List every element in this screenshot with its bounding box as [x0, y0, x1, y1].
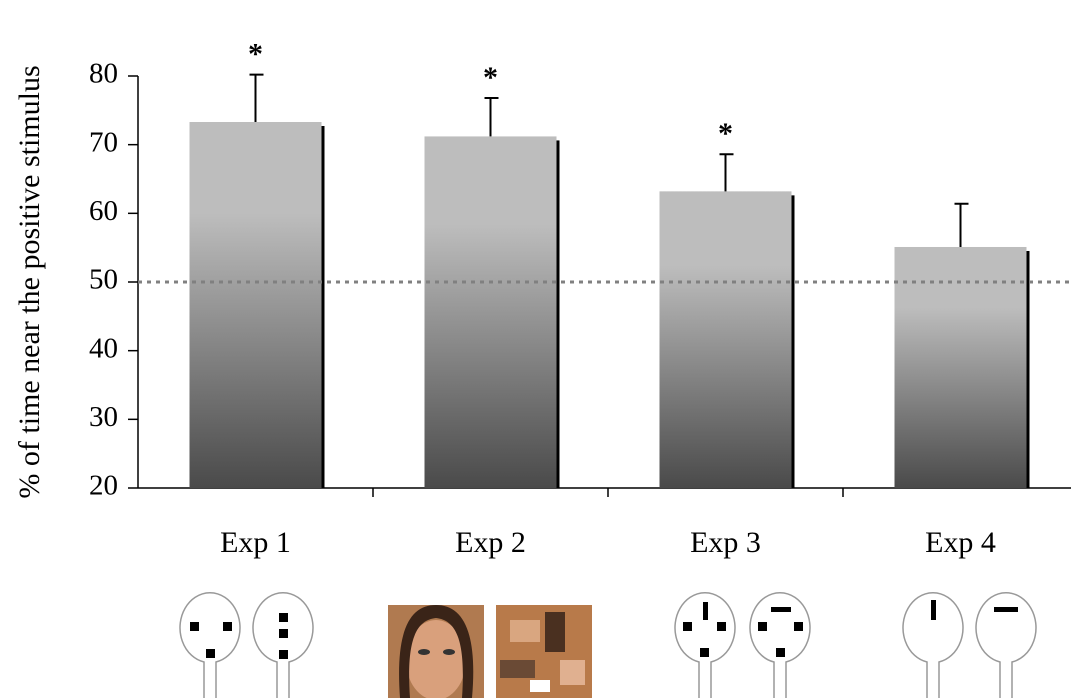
y-tick-label: 80	[89, 58, 118, 90]
scrambled-photo	[496, 605, 592, 698]
y-tick-label: 50	[89, 264, 118, 296]
y-tick-label: 20	[89, 470, 118, 502]
error-bar	[250, 75, 264, 122]
significance-marker: *	[483, 61, 498, 94]
bar	[190, 122, 322, 488]
y-tick-label: 40	[89, 332, 118, 364]
significance-marker: *	[718, 117, 733, 150]
icon	[675, 593, 735, 698]
x-tick-label: Exp 1	[220, 526, 291, 559]
icon	[903, 593, 963, 698]
y-tick-label: 60	[89, 195, 118, 227]
y-tick-label: 70	[89, 126, 118, 158]
x-tick-label: Exp 3	[690, 526, 761, 559]
page: {"chart_data": {"type": "bar", "y_label"…	[0, 0, 1071, 698]
bar	[660, 191, 792, 488]
icon	[253, 593, 313, 698]
significance-marker: *	[248, 38, 263, 71]
stimulus-icons	[180, 593, 1036, 698]
chart: % of time near the positive stimulus 20 3…	[0, 0, 1071, 698]
y-axis-label: % of time near the positive stimulus	[13, 65, 46, 498]
error-bar	[720, 154, 734, 191]
icon	[180, 593, 240, 698]
y-tick-label: 30	[89, 401, 118, 433]
error-bar	[485, 98, 499, 136]
x-tick-label: Exp 4	[925, 526, 996, 559]
bar	[425, 136, 557, 488]
face-photo	[388, 605, 484, 698]
x-tick-label: Exp 2	[455, 526, 526, 559]
error-bar	[955, 204, 969, 247]
icon	[976, 593, 1036, 698]
icon	[750, 593, 810, 698]
